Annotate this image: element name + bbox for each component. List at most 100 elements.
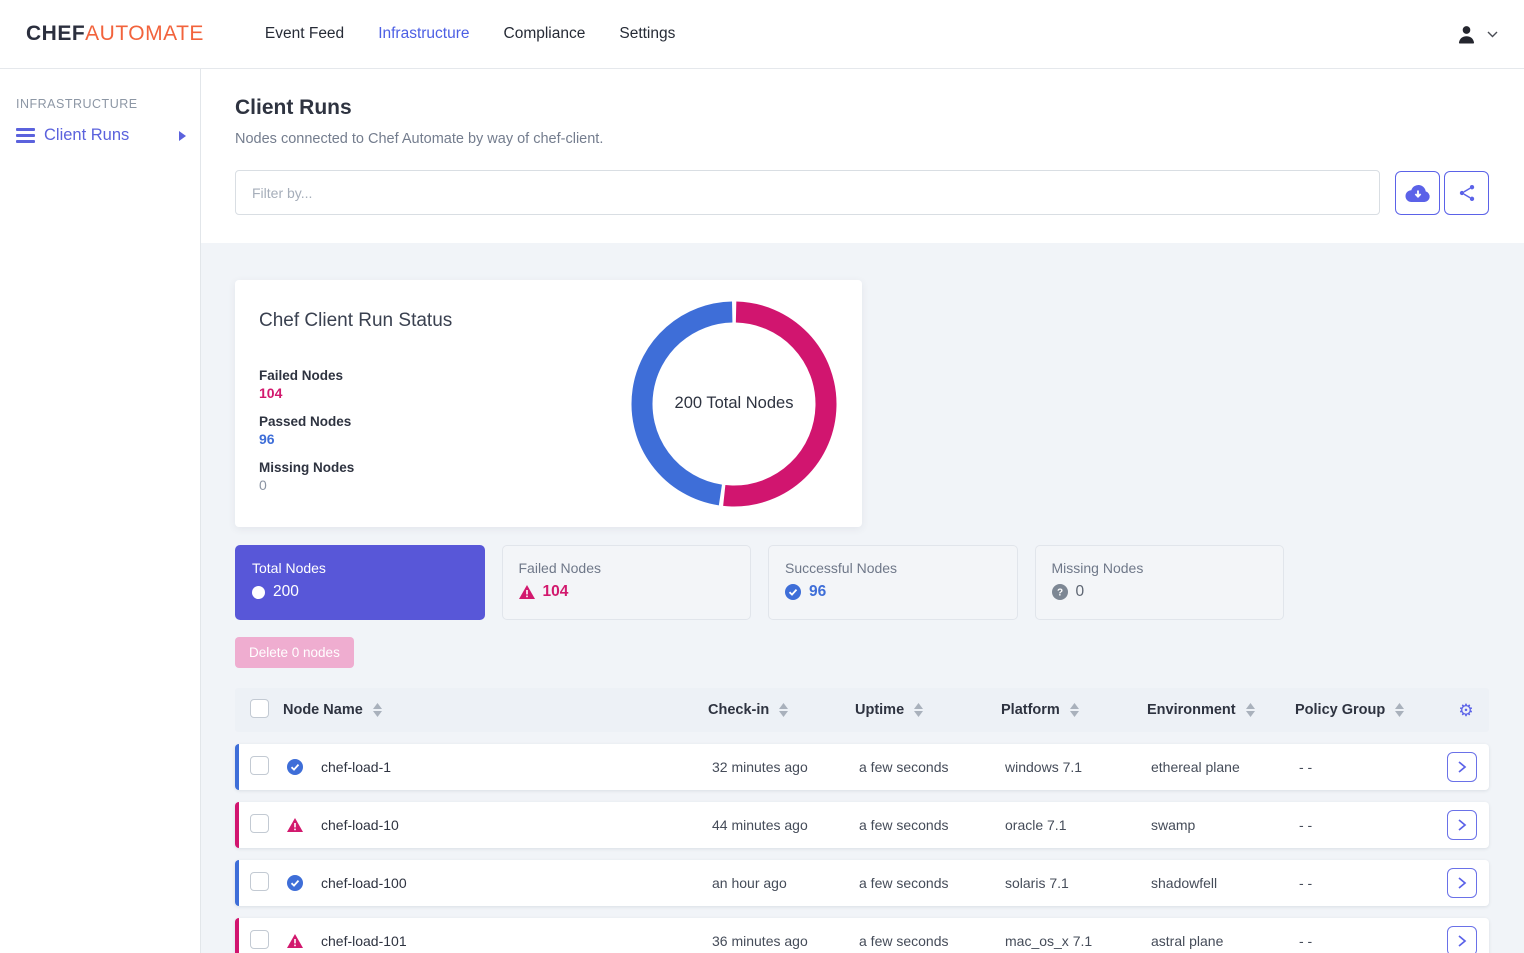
sidebar-section-label: INFRASTRUCTURE <box>16 97 138 111</box>
policy-group-cell: - - <box>1299 817 1313 833</box>
failure-icon <box>287 818 303 832</box>
row-checkbox[interactable] <box>250 872 269 891</box>
delete-nodes-button[interactable]: Delete 0 nodes <box>235 637 354 668</box>
successful-nodes-card[interactable]: Successful Nodes 96 <box>768 545 1018 620</box>
node-name[interactable]: chef-load-1 <box>321 759 392 775</box>
person-icon <box>1458 25 1475 43</box>
nav-settings[interactable]: Settings <box>619 25 676 42</box>
cloud-download-icon <box>1404 184 1430 202</box>
legend-passed-nodes: Passed Nodes 96 <box>259 414 352 447</box>
col-check-in[interactable]: Check-in <box>708 702 855 718</box>
svg-text:?: ? <box>1056 588 1062 599</box>
node-name[interactable]: chef-load-101 <box>321 933 407 949</box>
table-row[interactable]: chef-load-100 an hour ago a few seconds … <box>235 860 1489 906</box>
donut-chart: 200 Total Nodes <box>630 300 838 508</box>
gear-icon[interactable]: ⚙ <box>1458 700 1474 720</box>
success-icon <box>287 759 303 775</box>
environment-cell: astral plane <box>1151 933 1224 949</box>
check-circle-icon <box>785 584 801 600</box>
nav-event-feed[interactable]: Event Feed <box>264 25 345 42</box>
platform-cell: windows 7.1 <box>1005 759 1083 775</box>
legend-failed-nodes: Failed Nodes 104 <box>259 368 344 401</box>
success-icon <box>287 875 303 891</box>
triangle-right-icon[interactable] <box>179 130 186 141</box>
row-checkbox[interactable] <box>250 930 269 949</box>
check-in-cell: 44 minutes ago <box>712 817 808 833</box>
failed-nodes-card[interactable]: Failed Nodes 104 <box>501 545 751 620</box>
question-circle-icon: ? <box>1051 584 1068 600</box>
logo-chef: CHEF <box>26 22 86 45</box>
table-row[interactable]: chef-load-101 36 minutes ago a few secon… <box>235 918 1489 953</box>
share-icon <box>1459 184 1474 201</box>
check-in-cell: 36 minutes ago <box>712 933 808 949</box>
sidebar-item-label: Client Runs <box>44 126 130 144</box>
filter-toolbar <box>235 170 1489 215</box>
chef-automate-logo[interactable]: CHEFAUTOMATE <box>26 22 204 46</box>
uptime-cell: a few seconds <box>859 759 949 775</box>
nav-compliance[interactable]: Compliance <box>503 25 586 42</box>
environment-cell: ethereal plane <box>1151 759 1240 775</box>
node-name[interactable]: chef-load-10 <box>321 817 399 833</box>
table-row[interactable]: chef-load-1 32 minutes ago a few seconds… <box>235 744 1489 790</box>
row-checkbox[interactable] <box>250 756 269 775</box>
chart-title: Chef Client Run Status <box>259 310 453 331</box>
policy-group-cell: - - <box>1299 759 1313 775</box>
donut-center-label: 200 Total Nodes <box>674 394 794 412</box>
chevron-right-icon <box>1458 819 1467 831</box>
col-policy-group[interactable]: Policy Group <box>1295 702 1443 718</box>
nodes-table: Node Name Check-in U <box>235 688 1489 953</box>
node-name[interactable]: chef-load-100 <box>321 875 407 891</box>
row-expand-button[interactable] <box>1447 868 1477 898</box>
sort-icon[interactable] <box>372 703 382 717</box>
total-nodes-card[interactable]: Total Nodes 200 <box>235 545 485 620</box>
filter-input[interactable] <box>235 170 1380 215</box>
chevron-right-icon <box>1458 761 1467 773</box>
col-uptime[interactable]: Uptime <box>855 702 1001 718</box>
row-expand-button[interactable] <box>1447 926 1477 953</box>
policy-group-cell: - - <box>1299 875 1313 891</box>
nav-infrastructure[interactable]: Infrastructure <box>378 25 470 42</box>
sort-icon[interactable] <box>1245 703 1255 717</box>
share-button[interactable] <box>1444 170 1489 215</box>
uptime-cell: a few seconds <box>859 817 949 833</box>
select-all-checkbox[interactable] <box>250 698 269 718</box>
page-header: Client Runs Nodes connected to Chef Auto… <box>201 69 1524 243</box>
sort-icon[interactable] <box>914 703 924 717</box>
sort-icon[interactable] <box>1395 703 1405 717</box>
sidebar: INFRASTRUCTURE Client Runs <box>0 69 201 953</box>
sort-icon[interactable] <box>1069 703 1079 717</box>
legend-missing-nodes: Missing Nodes 0 <box>259 460 355 493</box>
logo-automate: AUTOMATE <box>85 22 204 45</box>
environment-cell: swamp <box>1151 817 1196 833</box>
platform-cell: solaris 7.1 <box>1005 875 1069 891</box>
table-header: Node Name Check-in U <box>235 688 1489 732</box>
sidebar-item-client-runs[interactable]: Client Runs <box>16 126 186 145</box>
environment-cell: shadowfell <box>1151 875 1218 891</box>
uptime-cell: a few seconds <box>859 933 949 949</box>
user-menu[interactable] <box>1453 21 1498 48</box>
missing-nodes-card[interactable]: Missing Nodes ? 0 <box>1034 545 1284 620</box>
col-node-name[interactable]: Node Name <box>283 702 708 718</box>
warning-icon <box>518 585 535 599</box>
sort-icon[interactable] <box>779 703 789 717</box>
circle-icon <box>252 585 265 599</box>
row-expand-button[interactable] <box>1447 810 1477 840</box>
page-subtitle: Nodes connected to Chef Automate by way … <box>235 131 604 147</box>
row-checkbox[interactable] <box>250 814 269 833</box>
uptime-cell: a few seconds <box>859 875 949 891</box>
check-in-cell: an hour ago <box>712 875 787 891</box>
policy-group-cell: - - <box>1299 933 1313 949</box>
main-nav: Event Feed Infrastructure Compliance Set… <box>265 25 675 43</box>
download-button[interactable] <box>1395 170 1440 215</box>
col-environment[interactable]: Environment <box>1147 702 1295 718</box>
table-row[interactable]: chef-load-10 44 minutes ago a few second… <box>235 802 1489 848</box>
chevron-right-icon <box>1458 877 1467 889</box>
chart-legend: Failed Nodes 104 Passed Nodes 96 Missing… <box>259 368 514 493</box>
chevron-right-icon <box>1458 935 1467 947</box>
platform-cell: oracle 7.1 <box>1005 817 1067 833</box>
col-platform[interactable]: Platform <box>1001 702 1147 718</box>
row-expand-button[interactable] <box>1447 752 1477 782</box>
content-area: Chef Client Run Status Failed Nodes 104 … <box>201 243 1524 953</box>
check-in-cell: 32 minutes ago <box>712 759 808 775</box>
top-nav: CHEFAUTOMATE Event Feed Infrastructure C… <box>0 0 1524 69</box>
